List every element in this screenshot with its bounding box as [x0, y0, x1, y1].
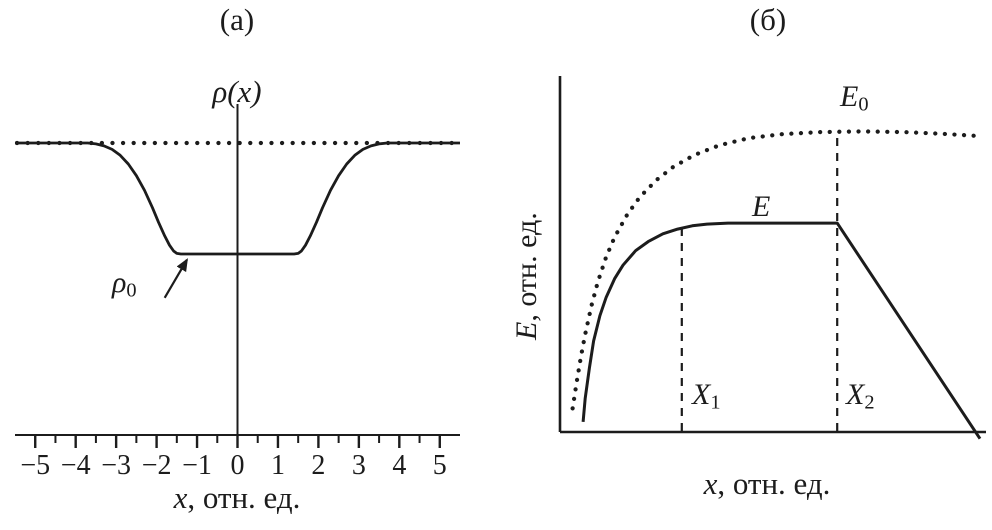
panel-b: (б) E, отн. ед. E0 E X1 X2 x, отн. ед. [500, 0, 992, 530]
b-series-E0-unscreened-dotted [570, 129, 983, 411]
X2-base: X [846, 378, 865, 411]
panel-a: (а) ρ(x) −5 −4 −3 −2 −1 0 1 2 3 4 5 ρ0 x, отн. ед. [0, 2, 474, 516]
a-tick-label: 1 [271, 450, 285, 481]
a-rho0-arrow [163, 258, 188, 299]
a-tick-label: −3 [101, 450, 131, 481]
E-label: E [752, 190, 770, 226]
panel-a-xlabel: x, отн. ед. [0, 480, 474, 516]
panel-a-ylabel: ρ(x) [212, 74, 262, 109]
panel-a-xlabel-var: x [173, 480, 188, 515]
a-tick-label: −5 [20, 450, 50, 481]
panel-b-xlabel: x, отн. ед. [555, 466, 979, 502]
X2-label: X2 [846, 378, 875, 414]
b-series-E-screened-solid [581, 221, 982, 440]
E0-subscript: 0 [858, 93, 869, 116]
panel-a-title: (а) [219, 2, 255, 37]
a-tick-label: −2 [142, 450, 172, 481]
X1-base: X [692, 378, 711, 411]
panel-b-xlabel-units: , отн. ед. [717, 466, 831, 501]
panel-b-plot-canvas [558, 76, 986, 440]
X1-label: X1 [692, 378, 721, 414]
rho0-subscript: 0 [126, 279, 137, 302]
E0-label: E0 [840, 80, 869, 116]
panel-a-plot-canvas: −5 −4 −3 −2 −1 0 1 2 3 4 5 [14, 104, 461, 481]
a-tick-label: 2 [311, 450, 325, 481]
a-tick-label: −1 [182, 450, 212, 481]
rho0-base: ρ [112, 266, 127, 299]
a-tick-label: 5 [433, 450, 447, 481]
rho0-annotation-label: ρ0 [112, 266, 137, 302]
panel-a-xlabel-units: , отн. ед. [187, 480, 301, 515]
X1-subscript: 1 [710, 391, 721, 414]
X2-subscript: 2 [864, 391, 875, 414]
a-series-solid [15, 141, 460, 256]
a-tick-label: 4 [392, 450, 406, 481]
E0-base: E [840, 80, 859, 113]
panel-b-title: (б) [749, 2, 787, 37]
E-base: E [752, 190, 771, 223]
a-tick-label: 0 [231, 450, 245, 481]
a-tick-label: 3 [352, 450, 366, 481]
a-tick-label: −4 [61, 450, 91, 481]
panel-b-xlabel-var: x [703, 466, 718, 501]
